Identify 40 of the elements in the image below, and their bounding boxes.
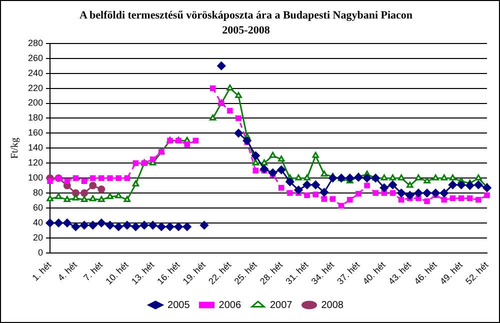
- x-tick-label: 46. hét: [412, 259, 440, 286]
- y-tick-label: 200: [28, 98, 44, 108]
- legend-label: 2005: [168, 300, 190, 311]
- y-axis-title: Ft/kg: [10, 138, 21, 159]
- x-tick-label: 13. hét: [129, 259, 156, 286]
- x-tick-label: 1. hét: [30, 259, 54, 283]
- y-tick-label: 100: [28, 172, 44, 183]
- chart-title: A belföldi termesztésű vöröskáposzta ára a Budapesti Nagybani Piacon: [79, 9, 413, 22]
- x-tick-label: 16. hét: [155, 259, 182, 286]
- y-tick-label: 240: [28, 68, 44, 78]
- y-tick-label: 220: [28, 82, 44, 93]
- y-tick-label: 60: [33, 202, 44, 212]
- y-tick-label: 40: [33, 217, 44, 228]
- chart-subtitle: 2005-2008: [222, 24, 270, 37]
- x-tick-label: 40. hét: [360, 259, 388, 286]
- legend-label: 2008: [321, 300, 344, 311]
- x-tick-label: 19. hét: [180, 259, 208, 286]
- x-tick-label: 28. hét: [258, 259, 285, 286]
- y-tick-label: 120: [28, 158, 44, 168]
- x-tick-label: 43. hét: [386, 259, 414, 286]
- y-tick-label: 260: [28, 52, 44, 63]
- y-tick-label: 0: [38, 247, 44, 258]
- y-tick-label: 20: [33, 232, 44, 242]
- x-tick-label: 34. hét: [309, 259, 336, 286]
- y-tick-label: 140: [28, 142, 44, 153]
- x-tick-label: 22. hét: [206, 259, 234, 286]
- y-tick-label: 280: [28, 38, 44, 48]
- x-tick-label: 25. hét: [232, 259, 260, 286]
- legend-label: 2006: [218, 300, 242, 311]
- x-tick-label: 10. hét: [104, 259, 131, 286]
- legend-label: 2007: [270, 300, 293, 311]
- x-tick-label: 31. hét: [284, 259, 311, 286]
- x-tick-label: 52. hét: [464, 259, 491, 286]
- y-tick-label: 180: [28, 112, 44, 123]
- x-tick-label: 49. hét: [438, 259, 465, 286]
- x-tick-label: 7. hét: [82, 259, 105, 283]
- x-tick-label: 37. hét: [335, 259, 362, 286]
- y-tick-label: 80: [33, 188, 44, 198]
- y-tick-label: 160: [28, 128, 44, 138]
- x-tick-label: 4. hét: [56, 259, 80, 283]
